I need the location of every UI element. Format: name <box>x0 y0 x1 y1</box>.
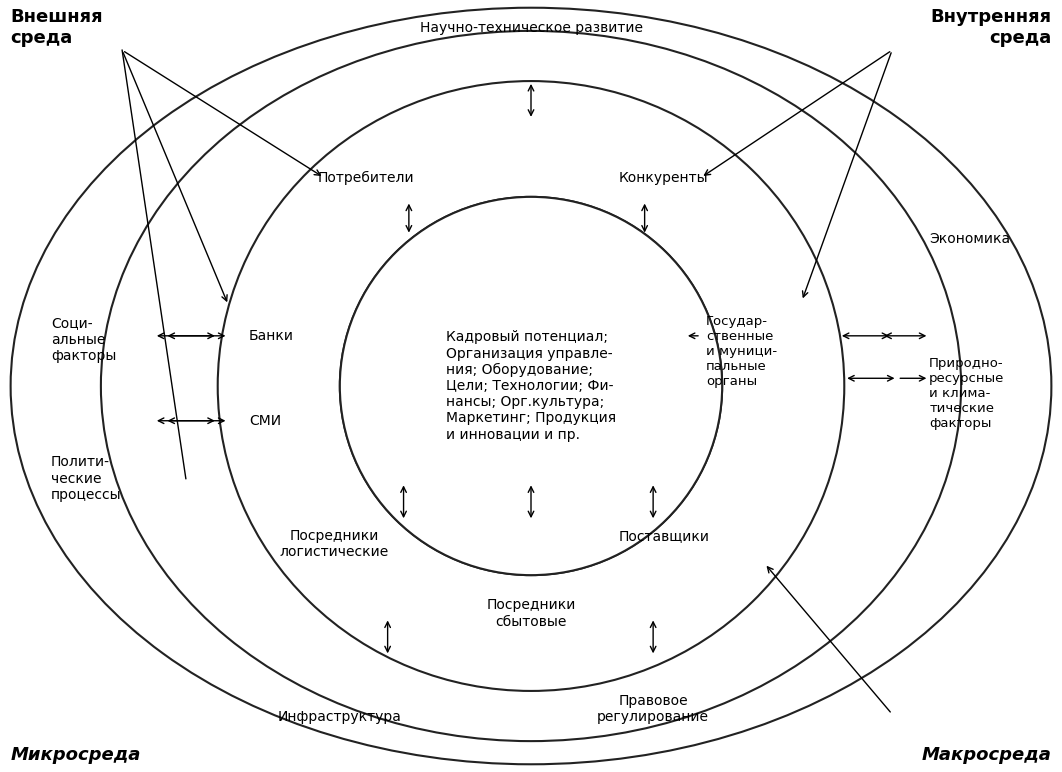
Text: Внешняя
среда: Внешняя среда <box>11 8 103 46</box>
Text: Макросреда: Макросреда <box>922 747 1051 764</box>
Text: Поставщики: Поставщики <box>618 529 709 543</box>
Text: Полити-
ческие
процессы: Полити- ческие процессы <box>51 455 122 502</box>
Text: Внутренняя
среда: Внутренняя среда <box>930 8 1051 46</box>
Text: Посредники
сбытовые: Посредники сбытовые <box>486 598 576 628</box>
Text: Инфраструктура: Инфраструктура <box>278 710 401 724</box>
Text: СМИ: СМИ <box>250 414 281 428</box>
Text: Кадровый потенциал;
Организация управле-
ния; Оборудование;
Цели; Технологии; Фи: Кадровый потенциал; Организация управле-… <box>446 330 616 442</box>
Text: Природно-
ресурсные
и клима-
тические
факторы: Природно- ресурсные и клима- тические фа… <box>929 357 1005 430</box>
Text: Научно-техническое развитие: Научно-техническое развитие <box>419 21 643 35</box>
Ellipse shape <box>340 197 722 575</box>
Text: Государ-
ственные
и муници-
пальные
органы: Государ- ственные и муници- пальные орга… <box>706 315 777 388</box>
Text: Посредники
логистические: Посредники логистические <box>280 529 389 559</box>
Text: Микросреда: Микросреда <box>11 747 141 764</box>
Text: Экономика: Экономика <box>929 232 1010 246</box>
Text: Потребители: Потребители <box>319 171 414 185</box>
Text: Соци-
альные
факторы: Соци- альные факторы <box>51 317 117 363</box>
Text: Конкуренты: Конкуренты <box>619 171 708 185</box>
Text: Банки: Банки <box>249 329 293 343</box>
Text: Правовое
регулирование: Правовое регулирование <box>597 694 709 724</box>
